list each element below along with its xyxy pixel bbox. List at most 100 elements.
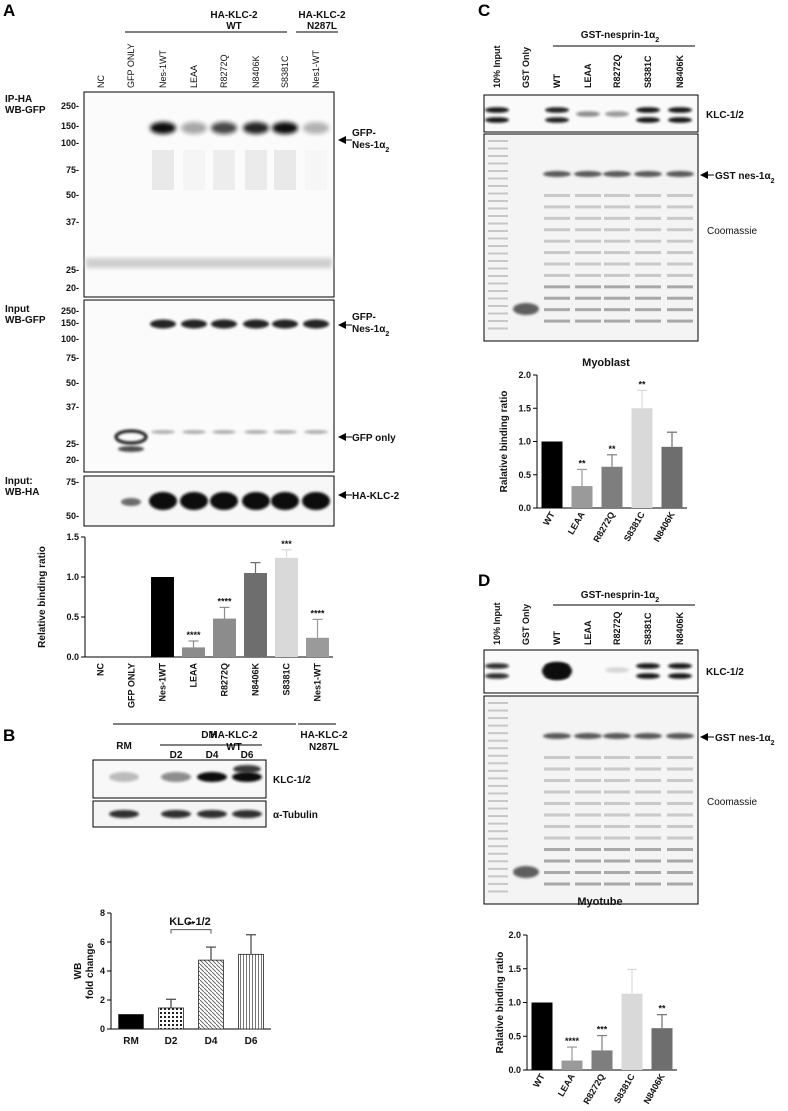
protein-band — [575, 825, 601, 828]
c-lane-4: R8272Q — [612, 54, 622, 88]
smear — [274, 150, 296, 190]
protein-band — [604, 319, 630, 323]
ladder-band — [488, 807, 508, 810]
ladder-band — [488, 200, 508, 202]
y-axis-label: Ralative binding ratio — [499, 391, 510, 493]
c-lane-2: WT — [552, 74, 562, 88]
protein-band — [667, 262, 693, 266]
gst-nes-band — [574, 733, 602, 739]
protein-band — [635, 296, 661, 300]
panel-label-a: A — [3, 1, 15, 20]
significance-label: **** — [565, 1036, 580, 1046]
marker-75: 75- — [66, 477, 79, 487]
bar-S8381C — [621, 993, 643, 1070]
protein-band — [544, 319, 570, 323]
ladder-band — [488, 837, 508, 840]
protein-band — [544, 205, 570, 209]
ladder-band — [488, 724, 508, 727]
y-axis-label: Ralative binding ratio — [495, 952, 506, 1054]
input-gfp-blot-annotation: GFP-Nes-1α2 — [352, 312, 389, 338]
significance-label: ** — [658, 1004, 666, 1014]
c-lane-5: S8381C — [643, 55, 653, 88]
protein-band — [635, 262, 661, 266]
protein-band — [544, 228, 570, 232]
x-tick-label: S8381C — [622, 510, 647, 544]
ladder-band — [488, 170, 508, 172]
bar-Nes-1WT — [151, 577, 174, 657]
x-tick-label: LEAA — [556, 1072, 577, 1099]
b-lane-D4: D4 — [206, 750, 219, 761]
protein-band — [635, 285, 661, 289]
lane-label-4: R8272Q — [219, 54, 229, 88]
input-band-1 — [181, 319, 207, 329]
protein-band — [667, 228, 693, 232]
y-tick-label: 1.5 — [518, 403, 531, 413]
klc-band-3 — [232, 772, 262, 782]
protein-band — [667, 319, 693, 323]
x-tick-label: GFP ONLY — [127, 663, 137, 708]
klc-band-0 — [109, 772, 139, 782]
marker-250: 250- — [61, 101, 79, 111]
ladder-band — [488, 177, 508, 180]
faint-band — [273, 430, 297, 434]
x-tick-label: N8406K — [642, 1072, 667, 1106]
protein-band — [667, 216, 693, 220]
ladder-band — [488, 267, 508, 270]
bar-LEAA — [182, 647, 205, 657]
protein-band — [667, 882, 693, 886]
bar-S8381C — [631, 408, 653, 508]
klc-band-lower — [485, 673, 509, 679]
ladder-band — [488, 754, 508, 757]
gfp-only-band-low — [118, 446, 144, 452]
protein-band — [635, 825, 661, 828]
faint-band — [151, 430, 175, 434]
marker-150: 150- — [61, 121, 79, 131]
protein-band — [544, 802, 570, 805]
klc-upper-band — [233, 765, 261, 773]
ladder-band — [488, 327, 508, 330]
significance-label: ** — [578, 458, 586, 468]
panel-c-bands — [485, 107, 694, 330]
input-gfp-blot-markers: 250- 150- 100- 75- 50- 37- 25- 20- — [61, 306, 79, 465]
protein-band — [635, 216, 661, 220]
y-axis-label: fold change — [85, 943, 96, 1000]
ladder-band — [488, 275, 508, 277]
wt-klc-blob — [542, 662, 572, 680]
protein-band — [544, 848, 570, 851]
protein-band — [667, 802, 693, 805]
protein-band — [604, 871, 630, 874]
x-tick-label: LEAA — [189, 663, 199, 688]
protein-band — [544, 859, 570, 863]
ip-ha-blot-annotation: GFP-Nes-1α2 — [352, 128, 389, 154]
y-axis-label: Relative binding ratio — [37, 546, 48, 648]
input-band-4 — [272, 319, 298, 329]
ladder-band — [488, 732, 508, 735]
lane-label-3: LEAA — [189, 65, 199, 88]
ladder-band — [488, 245, 508, 247]
ladder-band — [488, 747, 508, 750]
y-tick-label: 1.5 — [508, 964, 521, 974]
protein-band — [604, 273, 630, 277]
y-tick-label: 0.0 — [508, 1065, 521, 1075]
ladder-band — [488, 260, 508, 262]
klc-band — [636, 663, 660, 669]
protein-band — [575, 194, 601, 197]
d-lane-5: S8381C — [643, 612, 653, 645]
ha-klc2-annotation: HA-KLC-2 — [352, 491, 400, 502]
protein-band — [575, 205, 601, 209]
marker-75: 75- — [66, 353, 79, 363]
ha-band-2 — [210, 492, 238, 510]
x-tick-label: S8381C — [612, 1072, 637, 1106]
chart-title: Myotube — [577, 896, 622, 908]
significance-label: **** — [310, 608, 325, 618]
klc-blot-c-label: KLC-1/2 — [706, 110, 744, 121]
bar-D4 — [198, 959, 224, 1030]
y-tick-label: 0 — [100, 1024, 105, 1034]
protein-band — [667, 813, 693, 817]
b-lane-D2: D2 — [170, 750, 183, 761]
bar-D6 — [238, 953, 264, 1030]
protein-band — [544, 273, 570, 277]
input-band-3 — [243, 319, 269, 329]
gst-nes-band — [574, 171, 602, 177]
significance-label: **** — [186, 630, 201, 640]
